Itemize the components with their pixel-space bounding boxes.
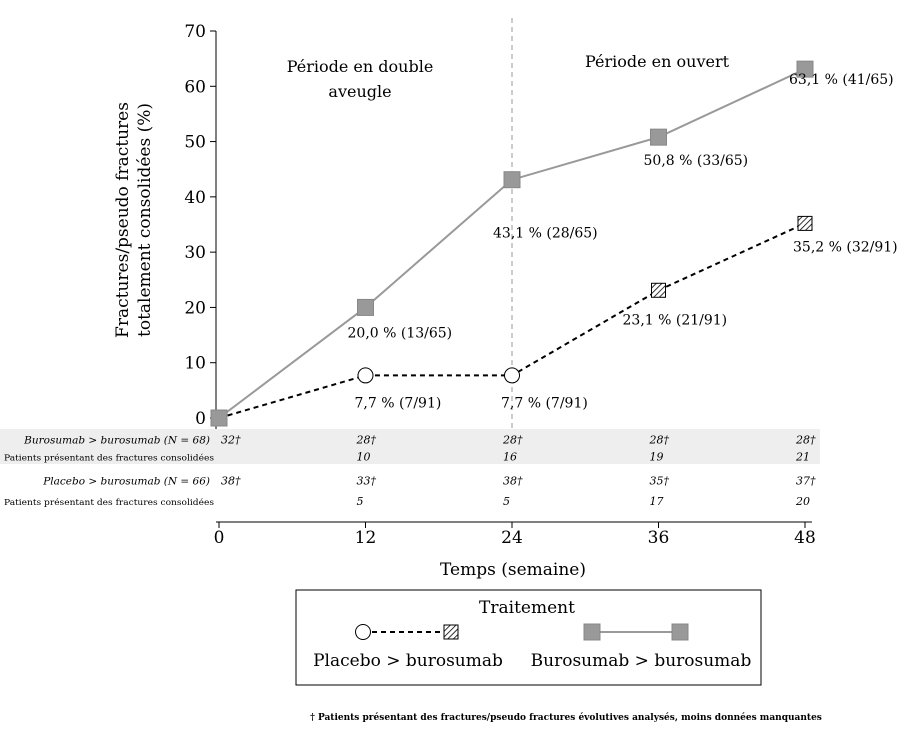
legend-marker-placebo-square [443, 624, 459, 640]
series-0-marker-2 [503, 171, 521, 189]
series-1-data-label-1: 7,7 % (7/91) [355, 395, 442, 411]
series-1-data-label-4: 35,2 % (32/91) [793, 239, 897, 255]
x-ticks: 0 12 24 36 48 [214, 522, 816, 548]
x-tick-label-4: 48 [794, 528, 816, 548]
table-group-label-0: Burosumab > burosumab (N = 68) [23, 435, 210, 447]
table-analyzed-1-3: 35† [650, 475, 670, 488]
series-0-marker-1 [357, 298, 374, 316]
period-label-right: Période en ouvert [585, 52, 730, 71]
table-analyzed-1-4: 37† [796, 475, 816, 488]
table-row2-label-0: Patients présentant des fractures consol… [4, 452, 214, 463]
table-analyzed-0-1: 28† [356, 434, 377, 447]
legend-label-burosumab: Burosumab > burosumab [531, 651, 752, 671]
table-healed-0-4: 21 [795, 450, 810, 463]
series-1-marker-1 [357, 367, 374, 384]
table-analyzed-0-0: 32† [221, 434, 241, 447]
table-group-band-1 [0, 468, 820, 510]
table-group-label-1: Placebo > burosumab (N = 66) [42, 476, 210, 488]
y-ticks: 0 10 20 30 40 50 60 70 [184, 22, 216, 429]
y-tick-label-3: 30 [184, 243, 206, 263]
series-1-marker-4 [797, 215, 813, 231]
table-healed-0-3: 19 [650, 450, 664, 463]
y-tick-label-0: 0 [195, 409, 206, 429]
series-0-marker-3 [650, 128, 667, 146]
x-tick-label-2: 24 [501, 528, 523, 548]
table-analyzed-0-2: 28† [502, 434, 523, 447]
period-label-left-line-1: Période en double [287, 57, 434, 76]
x-tick-label-0: 0 [214, 528, 225, 548]
legend-title: Traitement [479, 598, 575, 618]
table-healed-1-4: 20 [795, 495, 810, 508]
series-0-marker-4 [796, 60, 814, 78]
series-0-data-label-2: 43,1 % (28/65) [493, 226, 598, 242]
legend-label-placebo: Placebo > burosumab [313, 651, 503, 671]
table-healed-1-3: 17 [650, 495, 664, 508]
series-0-data-label-4: 63,1 % (41/65) [789, 72, 894, 88]
table-row2-label-1: Patients présentant des fractures consol… [4, 497, 214, 508]
y-tick-label-5: 50 [184, 133, 206, 153]
legend-marker-burosumab-right [671, 623, 689, 641]
y-tick-label-4: 40 [184, 188, 206, 208]
table-analyzed-0-3: 28† [649, 434, 670, 447]
table-healed-0-2: 16 [503, 450, 517, 463]
y-tick-label-2: 20 [184, 298, 206, 318]
series-0-data-label-1: 20,0 % (13/65) [348, 325, 453, 341]
series-1-data-label-3: 23,1 % (21/91) [623, 312, 728, 328]
table-healed-1-1: 5 [357, 495, 364, 508]
x-axis-title: Temps (semaine) [440, 560, 586, 580]
table-healed-1-2: 5 [503, 495, 510, 508]
table-healed-0-1: 10 [357, 450, 371, 463]
series-group: 7,7 % (7/91) 7,7 % (7/91) 23,1 % (21/91) 35… [210, 60, 897, 427]
series-1-marker-2 [504, 367, 520, 384]
y-axis-title-line-2: totalement consolidées (%) [135, 103, 155, 337]
y-tick-label-7: 70 [184, 22, 206, 42]
at-risk-table: Burosumab > burosumab (N = 68) Patients p… [0, 429, 820, 510]
table-analyzed-1-2: 38† [503, 475, 523, 488]
footnote: † Patients présentant des fractures/pseu… [310, 712, 822, 723]
x-tick-label-3: 36 [648, 528, 670, 548]
table-analyzed-1-1: 33† [357, 475, 377, 488]
y-axis-title-line-1: Fractures/pseudo fractures [113, 102, 133, 338]
legend-marker-burosumab-left [583, 623, 601, 641]
table-analyzed-0-4: 28† [795, 434, 816, 447]
y-tick-label-1: 10 [184, 354, 206, 374]
period-label-left-line-2: aveugle [328, 82, 391, 101]
series-0-data-label-3: 50,8 % (33/65) [644, 153, 749, 169]
series-0-marker-0 [210, 409, 228, 427]
legend: Traitement Placebo > burosumab Burosumab … [295, 589, 762, 686]
legend-marker-placebo-circle [355, 624, 371, 640]
series-1-marker-3 [651, 282, 666, 298]
legend-items: Placebo > burosumab Burosumab > burosumab [313, 623, 752, 671]
table-analyzed-1-0: 38† [221, 475, 241, 488]
x-tick-label-1: 12 [355, 528, 377, 548]
series-1-data-label-2: 7,7 % (7/91) [501, 395, 588, 411]
table-group-band-0 [0, 429, 820, 464]
y-tick-label-6: 60 [184, 77, 206, 97]
